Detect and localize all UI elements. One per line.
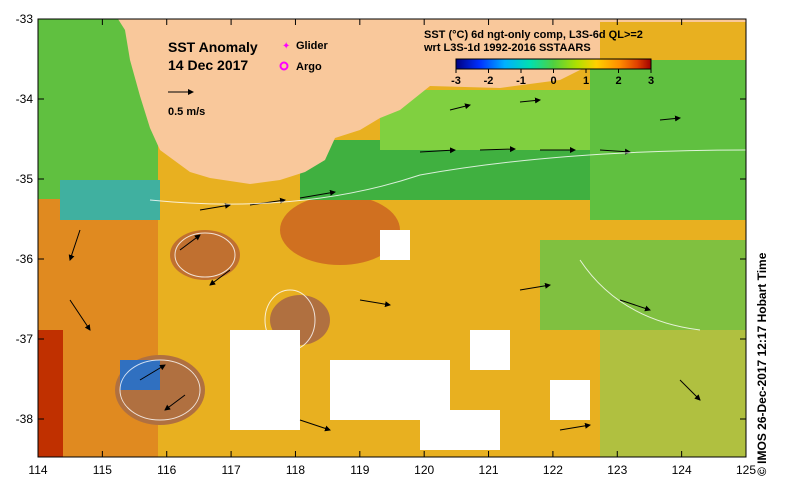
y-tick-label: -36: [16, 252, 34, 266]
glider-marker-icon: ✦: [282, 41, 290, 52]
x-tick-label: 125: [736, 463, 756, 477]
x-tick-label: 119: [350, 463, 369, 477]
legend-argo: Argo: [296, 61, 322, 73]
scale-arrow-label: 0.5 m/s: [168, 106, 205, 118]
sst-field: [38, 19, 746, 457]
x-tick-label: 123: [607, 463, 627, 477]
x-tick-label: 122: [543, 463, 563, 477]
colorbar-tick-label: 2: [615, 75, 621, 87]
map-title-line1: SST Anomaly: [168, 39, 258, 55]
colorbar-tick-label: -3: [451, 75, 461, 87]
argo-marker-icon: [279, 61, 289, 71]
y-axis: -33-34-35-36-37-38: [16, 12, 746, 426]
x-tick-label: 118: [286, 463, 305, 477]
map-frame: [37, 18, 747, 458]
colorbar: [455, 58, 652, 70]
credit-text: © IMOS 26-Dec-2017 12:17 Hobart Time: [755, 252, 769, 476]
y-tick-label: -34: [16, 92, 34, 106]
y-tick-label: -37: [16, 332, 34, 346]
y-tick-label: -35: [16, 172, 34, 186]
current-vectors: [68, 97, 701, 432]
ssh-contours: [119, 149, 746, 421]
colorbar-title-line2: wrt L3S-1d 1992-2016 SSTAARS: [423, 42, 591, 54]
colorbar-tick-label: -2: [484, 75, 494, 87]
x-tick-label: 114: [28, 463, 47, 477]
colorbar-tick-label: -1: [516, 75, 526, 87]
map-title-line2: 14 Dec 2017: [168, 57, 248, 73]
colorbar-tick-label: 0: [550, 75, 556, 87]
colorbar-ticks: -3 -2 -1 0 1 2 3: [451, 69, 654, 87]
colorbar-tick-label: 1: [583, 75, 589, 87]
colorbar-title-line1: SST (°C) 6d ngt-only comp, L3S-6d QL>=2: [424, 29, 643, 41]
x-tick-label: 115: [93, 463, 112, 477]
x-tick-label: 116: [157, 463, 176, 477]
legend-glider: Glider: [296, 40, 329, 52]
x-tick-label: 120: [414, 463, 434, 477]
colorbar-tick-label: 3: [648, 75, 654, 87]
y-tick-label: -38: [16, 412, 34, 426]
y-tick-label: -33: [16, 12, 34, 26]
x-tick-label: 124: [672, 463, 692, 477]
x-axis: 114 115 116 117 118 119 120 121 122 123 124 125: [28, 19, 756, 477]
x-tick-label: 117: [222, 463, 241, 477]
x-tick-label: 121: [479, 463, 499, 477]
